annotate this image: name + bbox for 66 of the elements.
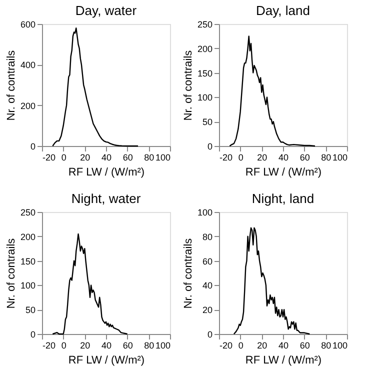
y-tick-label: 250 <box>197 20 212 30</box>
y-tick-label: 80 <box>202 232 212 242</box>
x-axis-title: RF LW / (W/m²) <box>245 354 322 366</box>
line-series <box>52 27 139 147</box>
line-series <box>52 233 128 335</box>
x-axis-title: RF LW / (W/m²) <box>68 354 145 366</box>
x-tick-label: 100 <box>155 152 170 162</box>
x-tick-label: 100 <box>332 340 348 350</box>
y-tick-label: 100 <box>20 280 36 291</box>
x-tick-label: -20 <box>220 340 233 350</box>
y-tick-label: 100 <box>197 208 212 218</box>
y-tick-label: 0 <box>207 142 212 152</box>
x-tick-label: -20 <box>42 340 56 350</box>
chart-title: Night, water <box>71 191 142 206</box>
y-tick-label: 0 <box>30 330 36 340</box>
x-tick-label: 60 <box>122 152 133 162</box>
y-axis-title: Nr. of contrails <box>5 50 18 121</box>
line-series <box>229 36 316 147</box>
x-tick-label: 80 <box>321 340 332 350</box>
x-tick-label: -20 <box>220 152 233 162</box>
y-tick-label: 250 <box>20 208 36 218</box>
x-tick-label: 60 <box>300 340 310 350</box>
x-tick-label: 80 <box>144 340 154 350</box>
x-tick-label: 20 <box>80 340 90 350</box>
y-tick-label: 150 <box>20 256 36 266</box>
y-axis-title: Nr. of contrails <box>182 50 194 121</box>
y-tick-label: 100 <box>197 92 212 103</box>
x-tick-label: 0 <box>238 340 244 350</box>
x-tick-label: 0 <box>61 340 66 350</box>
x-tick-label: 40 <box>101 340 112 350</box>
x-tick-label: 100 <box>332 152 348 162</box>
x-axis-title: RF LW / (W/m²) <box>68 166 145 178</box>
chart-title: Night, land <box>252 191 314 206</box>
y-tick-label: 50 <box>25 305 36 316</box>
line-series <box>233 227 310 335</box>
y-axis-title: Nr. of contrails <box>5 238 18 309</box>
y-tick-label: 150 <box>197 68 212 78</box>
x-tick-label: 0 <box>61 152 66 162</box>
x-tick-label: 100 <box>155 340 170 350</box>
x-tick-label: 40 <box>278 152 289 162</box>
x-tick-label: 40 <box>278 340 289 350</box>
y-tick-label: 0 <box>30 142 36 152</box>
y-tick-label: 0 <box>207 330 212 340</box>
chart-title: Day, water <box>75 3 138 18</box>
y-axis-title: Nr. of contrails <box>182 238 194 309</box>
x-axis-title: RF LW / (W/m²) <box>245 166 322 178</box>
y-tick-label: 20 <box>202 305 212 316</box>
x-tick-label: 0 <box>238 152 244 162</box>
x-tick-label: 60 <box>122 340 133 350</box>
y-tick-label: 400 <box>20 60 36 70</box>
y-tick-label: 600 <box>20 20 36 30</box>
y-tick-label: 50 <box>202 117 212 128</box>
x-tick-label: 20 <box>257 340 268 350</box>
x-tick-label: 40 <box>101 152 112 162</box>
x-tick-label: 20 <box>257 152 268 162</box>
y-tick-label: 200 <box>197 44 212 54</box>
x-tick-label: 20 <box>80 152 90 162</box>
x-tick-label: 80 <box>144 152 154 162</box>
y-tick-label: 200 <box>20 232 36 242</box>
y-tick-label: 60 <box>202 256 212 266</box>
x-tick-label: 80 <box>321 152 332 162</box>
x-tick-label: 60 <box>300 152 310 162</box>
y-tick-label: 200 <box>20 100 36 111</box>
x-tick-label: -20 <box>42 152 56 162</box>
y-tick-label: 40 <box>202 280 212 291</box>
chart-title: Day, land <box>256 3 310 18</box>
